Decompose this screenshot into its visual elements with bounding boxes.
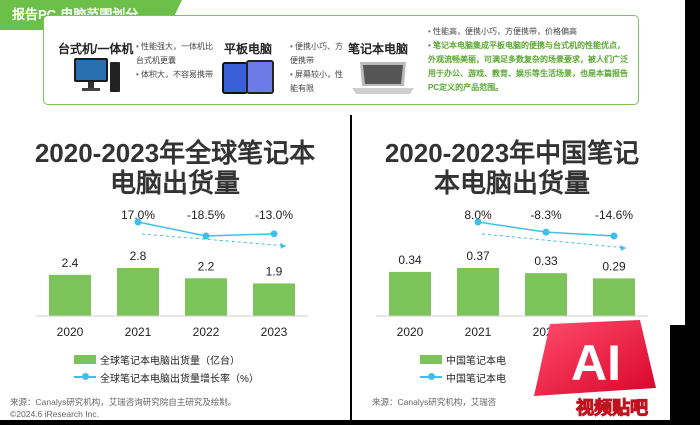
trend-arrow-head [280,242,286,249]
category-desc-tablet: 便携小巧、方便携带 屏幕较小，性能有限 [290,40,350,96]
tablet-desc-item: 屏幕较小，性能有限 [290,68,350,96]
growth-rate-point [270,230,278,238]
legend-item-line: 全球笔记本电脑出货量增长率（%） [74,368,334,386]
chart-title-china: 2020-2023年中国笔记本电脑出货量 [384,138,640,198]
growth-rate-label: -13.0% [255,208,293,222]
legend-bar-swatch [420,354,442,364]
legend-china: 中国笔记本电 中国笔记本电 [420,350,540,386]
category-desc-desktop: 性能强大，一体机比台式机更囊 体积大，不容易携带 [136,40,216,82]
legend-bar-swatch [74,354,96,364]
x-tick-label: 2020 [397,325,424,339]
growth-rate-point [134,218,142,226]
bar-value-label: 1.9 [266,264,283,278]
laptop-desc-item: 性能高，便携小巧，方便携带，价格偏高 [428,25,633,39]
x-tick-label: 2021 [465,325,492,339]
bar-value-label: 0.29 [602,259,626,273]
bar-2022 [525,273,567,316]
desktop-desc-item: 体积大，不容易携带 [136,68,216,82]
legend-line-swatch [74,373,96,380]
ai-watermark-logo: AI 视频贴吧 [534,320,656,419]
laptop-definition-text: 笔记本电脑集成平板电脑的便携与台式机的性能优点，外观流畅美丽，可满足多数复杂的场… [428,41,628,92]
laptop-icon [352,62,414,94]
watermark-ai-text: AI [571,335,621,391]
growth-rate-point [610,232,618,240]
bar-value-label: 0.37 [466,249,490,263]
legend-bar-label: 全球笔记本电脑出货量（亿台） [100,355,240,367]
desktop-computer-icon [74,58,120,92]
china-shipment-chart: 0.3420200.3720210.3320220.2920238.0%-8.3… [376,208,648,339]
legend-item-bar: 全球笔记本电脑出货量（亿台） [74,350,334,368]
chart-title-global: 2020-2023年全球笔记本电脑出货量 [34,138,316,198]
tablet-icon [222,60,274,94]
bar-2020 [49,274,91,316]
legend-line-swatch [420,373,442,380]
source-note-right: 来源：Canalys研究机构，艾瑞咨 [372,397,497,407]
growth-rate-label: -14.6% [595,208,633,222]
watermark-small-text: 视频贴吧 [576,397,648,418]
source-note-left: 来源：Canalys研究机构，艾瑞咨询研究院自主研究及绘制。 [10,397,237,407]
desktop-desc-item: 性能强大，一体机比台式机更囊 [136,40,216,68]
bar-2021 [117,268,159,316]
bar-value-label: 2.8 [130,249,147,263]
bar-2021 [457,268,499,316]
growth-rate-point [474,218,482,226]
copyright-note: ©2024.6 iResearch Inc. [10,409,99,419]
category-title-laptop: 笔记本电脑 [348,42,409,56]
growth-rate-label: 17.0% [121,208,155,222]
trend-arrow-head [620,245,626,251]
category-title-tablet: 平板电脑 [224,42,273,56]
bar-2023 [593,278,635,316]
x-tick-label: 2023 [261,325,288,339]
x-tick-label: 2022 [193,325,220,339]
bar-value-label: 0.33 [534,254,558,268]
trend-arrow-line [481,233,627,249]
x-tick-label: 2020 [57,325,84,339]
legend-line-label: 中国笔记本电 [446,373,506,385]
bar-2020 [389,271,431,316]
bar-2022 [185,278,227,316]
growth-rate-label: -18.5% [187,208,225,222]
pc-category-box: 台式机/一体机 性能强大，一体机比台式机更囊 体积大，不容易携带 平板电脑 便携… [43,15,639,105]
bar-value-label: 0.34 [398,253,422,267]
legend-item-line: 中国笔记本电 [420,368,540,386]
trend-arrow-line [141,233,287,247]
bar-2023 [253,283,295,316]
global-shipment-chart: 2.4 2020 2.8 2021 2.2 2022 1.9 2023 17.0% -18.5% -… [36,208,308,339]
growth-rate-label: 8.0% [464,208,492,222]
category-title-desktop: 台式机/一体机 [58,42,134,56]
legend-line-label: 全球笔记本电脑出货量增长率（%） [100,373,259,385]
bar-value-label: 2.2 [198,259,215,273]
laptop-definition: 笔记本电脑集成平板电脑的便携与台式机的性能优点，外观流畅美丽，可满足多数复杂的场… [428,39,633,95]
growth-rate-point [202,232,210,240]
left-chart-panel [0,115,350,420]
tablet-desc-item: 便携小巧、方便携带 [290,40,350,68]
legend-item-bar: 中国笔记本电 [420,350,540,368]
growth-rate-label: -8.3% [530,208,562,222]
x-tick-label: 2021 [125,325,152,339]
right-strip-panel [670,10,685,325]
bar-value-label: 2.4 [62,256,79,270]
growth-rate-point [542,228,550,236]
category-desc-laptop: 性能高，便携小巧，方便携带，价格偏高 笔记本电脑集成平板电脑的便携与台式机的性能… [428,25,633,95]
legend-global: 全球笔记本电脑出货量（亿台） 全球笔记本电脑出货量增长率（%） [74,350,334,386]
legend-bar-label: 中国笔记本电 [446,355,506,367]
